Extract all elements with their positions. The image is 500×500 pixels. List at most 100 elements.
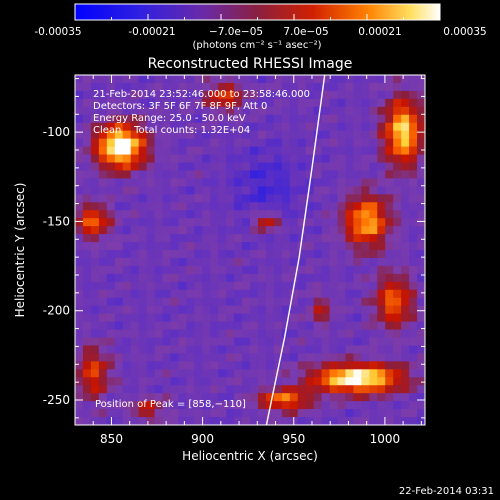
heatmap-cell xyxy=(281,369,291,378)
heatmap-cell xyxy=(281,321,291,330)
heatmap-cell xyxy=(281,162,291,171)
heatmap-cell xyxy=(242,218,251,227)
heatmap-cell xyxy=(218,417,227,425)
heatmap-cell xyxy=(178,393,187,402)
heatmap-cell xyxy=(377,82,386,92)
heatmap-cell xyxy=(178,170,187,179)
heatmap-cell xyxy=(234,226,243,235)
heatmap-cell xyxy=(273,154,283,163)
heatmap-cell xyxy=(90,401,100,410)
heatmap-cell xyxy=(178,289,187,299)
heatmap-cell xyxy=(321,186,330,195)
heatmap-cell xyxy=(178,130,187,140)
heatmap-cell xyxy=(297,305,307,315)
heatmap-cell xyxy=(321,170,330,179)
heatmap-cell xyxy=(146,146,155,155)
heatmap-cell xyxy=(130,409,140,418)
heatmap-cell xyxy=(305,170,315,179)
heatmap-cell xyxy=(305,186,315,195)
heatmap-cell xyxy=(234,393,243,402)
heatmap-cell xyxy=(273,401,283,410)
heatmap-cell xyxy=(369,337,378,346)
heatmap-cell xyxy=(130,170,140,179)
heatmap-cell xyxy=(361,273,370,283)
heatmap-cell xyxy=(186,401,195,410)
heatmap-cell xyxy=(250,138,259,147)
heatmap-cell xyxy=(138,305,147,315)
heatmap-cell xyxy=(242,305,251,315)
heatmap-cell xyxy=(401,305,410,315)
heatmap-cell xyxy=(361,90,370,100)
heatmap-cell xyxy=(75,194,84,203)
heatmap-cell xyxy=(321,321,330,330)
heatmap-cell xyxy=(250,321,259,330)
heatmap-cell xyxy=(154,218,163,227)
heatmap-cell xyxy=(385,273,394,283)
heatmap-cell xyxy=(138,130,147,140)
heatmap-cell xyxy=(289,82,299,92)
heatmap-cell xyxy=(154,361,163,370)
heatmap-cell xyxy=(186,417,195,425)
heatmap-cell xyxy=(202,202,211,211)
heatmap-cell xyxy=(337,257,346,267)
heatmap-cell xyxy=(210,345,219,354)
heatmap-cell xyxy=(106,321,116,330)
heatmap-cell xyxy=(186,218,195,227)
heatmap-cell xyxy=(234,401,243,410)
heatmap-cell xyxy=(154,305,163,315)
heatmap-cell xyxy=(242,170,251,179)
heatmap-cell xyxy=(122,218,132,227)
heatmap-cell xyxy=(138,154,147,163)
heatmap-cell xyxy=(313,313,322,322)
heatmap-cell xyxy=(178,154,187,163)
heatmap-cell xyxy=(234,321,243,330)
heatmap-cell xyxy=(130,138,140,147)
heatmap-cell xyxy=(114,242,124,251)
heatmap-cell xyxy=(170,289,179,299)
heatmap-cell xyxy=(345,106,354,116)
heatmap-cell xyxy=(186,154,195,163)
heatmap-cell xyxy=(202,377,211,386)
heatmap-cell xyxy=(305,361,315,370)
heatmap-cell xyxy=(313,226,322,235)
heatmap-cell xyxy=(75,345,84,354)
heatmap-cell xyxy=(210,178,219,187)
heatmap-cell xyxy=(226,186,235,195)
heatmap-cell xyxy=(82,361,92,370)
heatmap-cell xyxy=(234,345,243,354)
heatmap-cell xyxy=(210,90,219,100)
heatmap-cell xyxy=(257,273,267,283)
heatmap-cell xyxy=(138,257,147,267)
heatmap-cell xyxy=(146,257,155,267)
heatmap-cell xyxy=(226,218,235,227)
heatmap-cell xyxy=(146,321,155,330)
heatmap-cell xyxy=(305,345,315,354)
heatmap-cell xyxy=(377,146,386,155)
heatmap-cell xyxy=(186,170,195,179)
heatmap-cell xyxy=(281,194,291,203)
heatmap-cell xyxy=(353,218,362,227)
heatmap-cell xyxy=(218,273,227,283)
heatmap-cell xyxy=(369,75,378,84)
heatmap-cell xyxy=(281,210,291,219)
heatmap-cell xyxy=(178,194,187,203)
heatmap-cell xyxy=(345,218,354,227)
heatmap-cell xyxy=(202,401,211,410)
heatmap-cell xyxy=(409,329,418,338)
heatmap-cell xyxy=(90,178,100,187)
heatmap-cell xyxy=(178,250,187,259)
heatmap-cell xyxy=(234,250,243,259)
heatmap-cell xyxy=(369,265,378,275)
heatmap-cell xyxy=(265,146,275,155)
heatmap-cell xyxy=(369,90,378,100)
heatmap-cell xyxy=(170,130,179,140)
heatmap-cell xyxy=(90,226,100,235)
heatmap-cell xyxy=(313,146,322,155)
heatmap-cell xyxy=(226,162,235,171)
heatmap-cell xyxy=(401,90,410,100)
heatmap-cell xyxy=(321,257,330,267)
heatmap-cell xyxy=(377,297,386,307)
heatmap-cell xyxy=(385,265,394,275)
heatmap-cell xyxy=(202,130,211,140)
heatmap-cell xyxy=(242,75,251,84)
